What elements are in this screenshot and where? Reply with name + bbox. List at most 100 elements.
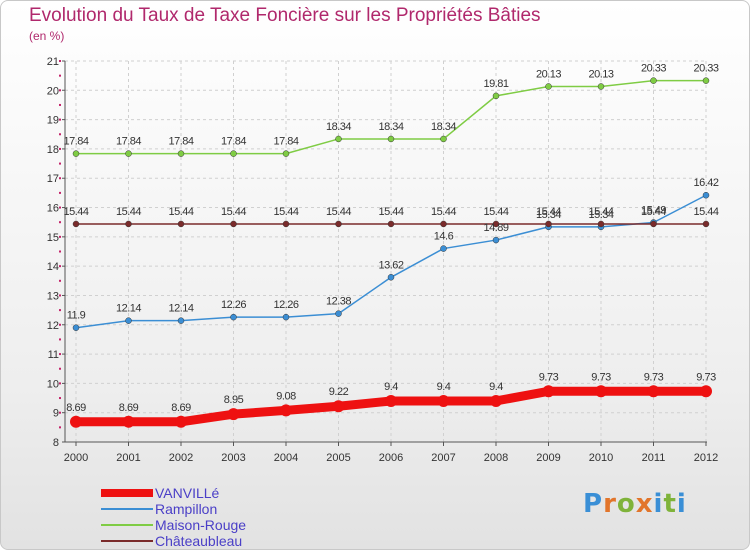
y-tick-label: 13 [47,290,59,302]
data-label: 18.34 [378,121,403,133]
data-label: 15.44 [378,206,403,218]
data-label: 9.73 [696,371,716,383]
logo-letter: P [583,489,604,519]
x-tick-label: 2001 [116,452,140,464]
data-label: 12.26 [273,299,298,311]
data-label: 15.44 [63,206,88,218]
data-point [702,220,710,228]
data-point [700,385,712,398]
x-tick-label: 2011 [642,452,666,464]
data-label: 8.69 [171,402,191,414]
data-point [230,220,237,228]
data-label: 15.44 [326,206,351,218]
y-minor-tick [59,397,61,400]
y-minor-tick [59,411,61,414]
data-label: 15.44 [221,206,246,218]
data-point [177,317,185,324]
data-point [440,220,447,228]
y-minor-tick [59,206,61,209]
data-label: 11.9 [67,310,86,322]
data-label: 17.84 [221,136,246,148]
data-point [597,220,605,228]
y-minor-tick [59,426,61,429]
y-tick-label: 16 [47,203,59,215]
data-point [125,220,132,228]
data-point [650,77,657,84]
data-point [387,135,395,143]
x-tick-label: 2003 [221,452,245,464]
y-minor-tick [59,74,61,77]
data-point [595,385,607,398]
data-label: 15.44 [641,206,666,218]
data-label: 15.44 [536,206,561,218]
logo-letter: t [663,489,677,519]
y-minor-tick [59,265,61,268]
y-minor-tick [59,309,61,312]
data-label: 8.69 [66,402,86,414]
data-point [125,317,132,324]
x-tick-label: 2005 [326,452,350,464]
data-label: 15.49 [641,204,666,216]
data-point [335,220,342,228]
data-point [440,135,447,143]
data-label: 20.13 [536,68,561,80]
y-minor-tick [59,89,61,92]
y-tick-label: 10 [47,378,59,390]
x-tick-label: 2007 [431,452,455,464]
y-minor-tick [59,250,61,253]
x-tick-label: 2000 [64,452,88,464]
y-minor-tick [59,133,61,136]
y-minor-tick [59,118,61,121]
data-label: 12.14 [116,303,141,315]
y-minor-tick [59,162,61,165]
proxiti-logo: Proxiti [583,489,687,519]
data-point [72,324,80,331]
data-label: 14.89 [483,222,508,234]
y-minor-tick [59,279,61,282]
data-point [122,415,135,428]
logo-letter: r [603,489,617,519]
y-tick-label: 11 [48,349,59,361]
data-point [230,150,237,157]
data-point [650,220,657,228]
data-label: 15.44 [588,206,613,218]
y-tick-label: 15 [47,232,59,244]
data-point [545,83,552,90]
legend-label: Maison-Rouge [155,517,247,533]
data-point [385,394,397,407]
data-point [282,313,290,321]
data-label: 15.44 [116,206,141,218]
y-tick-label: 8 [53,437,59,449]
data-label: 20.33 [693,63,718,75]
x-tick-label: 2009 [536,452,560,464]
y-minor-tick [59,323,61,326]
data-point [335,135,342,143]
data-point [647,385,660,398]
legend-swatch [101,508,153,510]
y-minor-tick [59,353,61,356]
data-point [492,236,500,244]
x-tick-label: 2012 [694,452,718,464]
data-point [490,394,502,407]
y-minor-tick [59,367,61,370]
y-minor-tick [59,147,61,150]
chart-subtitle: (en %) [29,29,65,43]
data-label: 15.34 [588,209,613,221]
data-label: 9.73 [591,371,611,383]
data-label: 12.26 [221,299,246,311]
data-label: 9.73 [539,371,559,383]
data-label: 20.33 [641,63,666,75]
y-minor-tick [59,103,61,106]
data-point [70,415,82,428]
y-tick-label: 14 [47,261,59,273]
data-point [332,400,345,413]
data-point [175,415,187,428]
logo-letter: i [676,489,687,519]
data-label: 15.44 [273,206,298,218]
y-minor-tick [59,235,61,238]
logo-letter: o [616,489,636,519]
data-label: 15.44 [693,206,718,218]
chart-title: Evolution du Taux de Taxe Foncière sur l… [29,5,541,26]
